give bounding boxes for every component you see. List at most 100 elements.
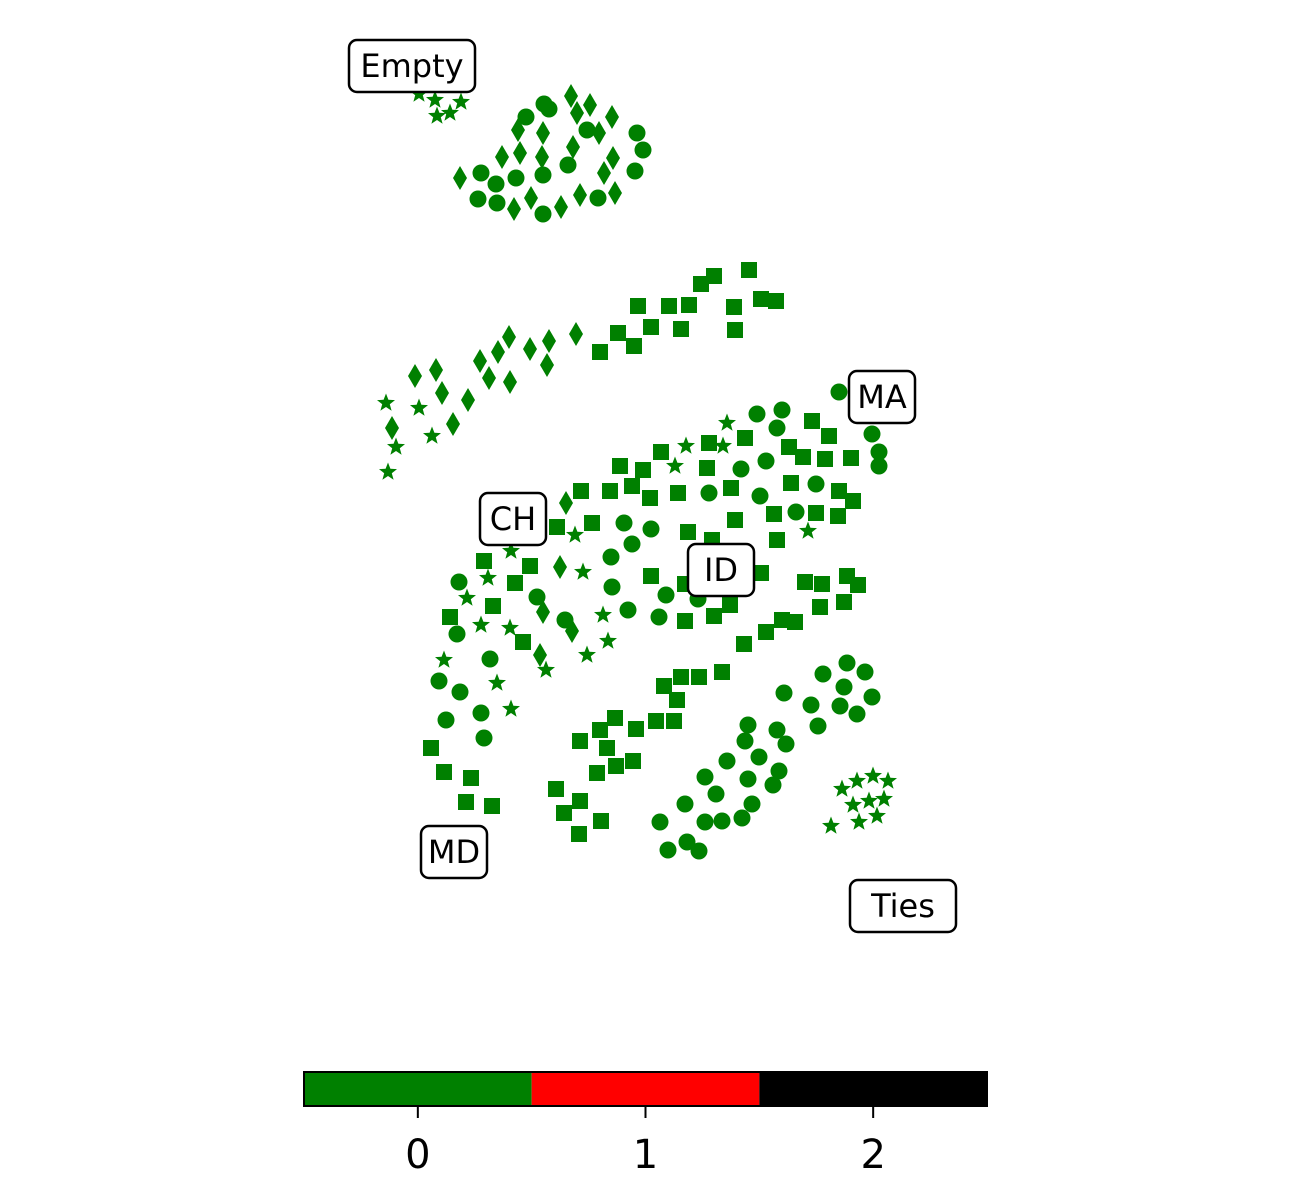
point-diamond [482, 366, 496, 390]
point-star [666, 456, 684, 474]
point-square [706, 268, 722, 284]
cluster-label-text: MA [857, 378, 907, 416]
point-square [768, 293, 784, 309]
point-circle [830, 383, 848, 401]
point-star [377, 393, 395, 411]
cluster-label-box [847, 369, 917, 425]
point-star [410, 398, 428, 416]
point-square [549, 519, 565, 535]
point-circle [856, 663, 874, 681]
point-circle [430, 672, 448, 690]
point-square [522, 558, 538, 574]
point-square [573, 483, 589, 499]
point-square [628, 721, 644, 737]
point-square [681, 297, 697, 313]
point-square [795, 449, 811, 465]
point-diamond [503, 370, 517, 394]
point-square [843, 450, 859, 466]
point-square [831, 483, 847, 499]
point-circle [870, 443, 888, 461]
colorbar-segment-1 [531, 1072, 760, 1106]
point-circle [540, 100, 558, 118]
point-star [848, 771, 866, 789]
point-circle [743, 795, 761, 813]
point-square [766, 506, 782, 522]
cluster-label-box [419, 824, 489, 880]
colorbar-ticks: 0 1 2 [405, 1106, 886, 1178]
colorbar-segments [304, 1072, 987, 1106]
point-square [817, 451, 833, 467]
point-star [860, 791, 878, 809]
point-circle [488, 194, 506, 212]
point-circle [690, 842, 708, 860]
point-square [458, 794, 474, 810]
point-diamond [536, 600, 550, 624]
point-diamond [592, 121, 606, 145]
point-square [593, 813, 609, 829]
point-diamond [565, 619, 579, 643]
point-diamond [573, 183, 587, 207]
cluster-label-ch: CH [478, 491, 548, 547]
point-circle [751, 487, 769, 505]
point-circle [770, 762, 788, 780]
point-diamond [583, 93, 597, 117]
point-square [485, 598, 501, 614]
point-square [624, 478, 640, 494]
point-circle [578, 121, 596, 139]
point-star [458, 588, 476, 606]
point-star [435, 650, 453, 668]
point-star [574, 562, 592, 580]
points-layer [377, 84, 897, 860]
point-square [643, 319, 659, 335]
cluster-label-ma: MA [847, 369, 917, 425]
point-star [864, 766, 882, 784]
point-diamond [408, 364, 422, 388]
colorbar-segment-2 [759, 1072, 987, 1106]
point-diamond [523, 337, 537, 361]
point-diamond [606, 146, 620, 170]
point-square [442, 609, 458, 625]
point-square [845, 493, 861, 509]
cluster-label-box [848, 878, 958, 934]
point-circle [615, 514, 633, 532]
colorbar-tick-label: 2 [860, 1132, 885, 1178]
point-circle [634, 141, 652, 159]
point-square [592, 722, 608, 738]
point-diamond [605, 105, 619, 129]
cluster-label-ties: Ties [848, 878, 958, 934]
point-diamond [385, 416, 399, 440]
point-square [673, 669, 689, 685]
point-square [850, 577, 866, 593]
point-square [669, 692, 685, 708]
point-star [423, 426, 441, 444]
point-circle [507, 169, 525, 187]
point-circle [472, 164, 490, 182]
point-square [781, 439, 797, 455]
point-circle [775, 684, 793, 702]
point-circle [787, 503, 805, 521]
cluster-label-text: MD [428, 833, 480, 871]
point-circle [809, 717, 827, 735]
point-circle [739, 716, 757, 734]
point-square [808, 505, 824, 521]
point-circle [534, 205, 552, 223]
point-square [625, 753, 641, 769]
point-square [548, 781, 564, 797]
colorbar-tick-label: 0 [405, 1132, 430, 1178]
point-square [592, 344, 608, 360]
point-diamond [446, 412, 460, 436]
point-square [635, 462, 651, 478]
point-diamond [540, 353, 554, 377]
point-square [507, 575, 523, 591]
point-diamond [453, 166, 467, 190]
point-circle [757, 452, 775, 470]
point-star [441, 103, 459, 121]
point-circle [481, 650, 499, 668]
point-square [630, 298, 646, 314]
point-square [797, 574, 813, 590]
point-square [680, 524, 696, 540]
point-square [607, 710, 623, 726]
point-square [726, 299, 742, 315]
point-circle [700, 484, 718, 502]
point-circle [835, 678, 853, 696]
